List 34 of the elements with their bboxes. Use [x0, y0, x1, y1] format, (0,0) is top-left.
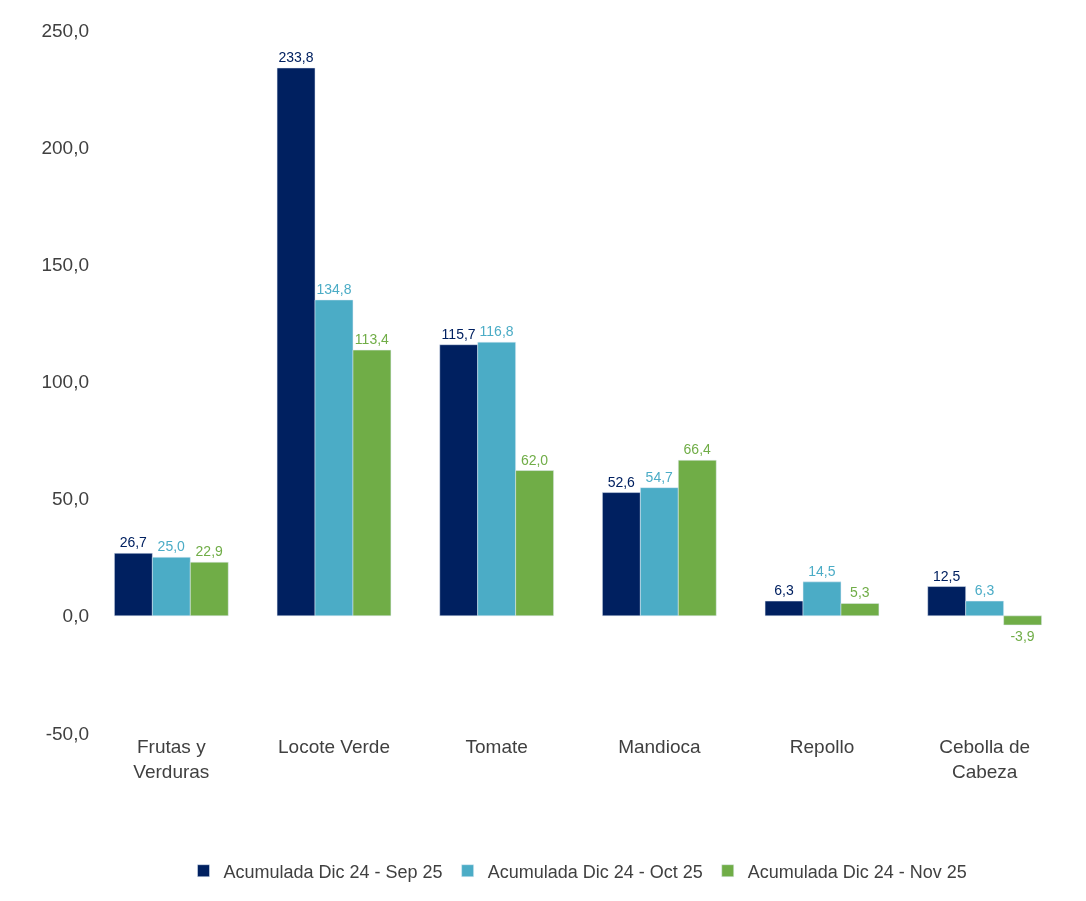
data-label: 22,9: [195, 543, 224, 560]
data-label: 66,4: [683, 441, 712, 458]
legend-label: Acumulada Dic 24 - Sep 25: [223, 861, 443, 882]
data-label: 134,8: [316, 280, 352, 297]
data-label: 25,0: [157, 538, 186, 555]
data-label: 116,8: [479, 323, 514, 340]
data-label: 115,7: [441, 325, 476, 342]
y-tick-label: -50,0: [45, 722, 89, 744]
x-tick-label: Cebolla de Cabeza: [939, 736, 1031, 782]
x-tick-label: Repollo: [789, 736, 855, 757]
y-tick-label: 150,0: [41, 253, 89, 275]
data-label: 113,4: [354, 331, 390, 348]
data-label: 62,0: [520, 451, 549, 468]
data-label: 6,3: [774, 582, 794, 599]
y-tick-label: 0,0: [62, 605, 89, 627]
data-label: -3,9: [1010, 627, 1035, 644]
y-tick-label: 250,0: [41, 19, 89, 41]
data-label: 54,7: [645, 468, 674, 485]
x-tick-label: Mandioca: [618, 736, 701, 757]
x-tick-label: Tomate: [465, 736, 528, 757]
data-label: 12,5: [932, 567, 961, 584]
y-tick-label: 100,0: [41, 371, 89, 393]
legend-label: Acumulada Dic 24 - Oct 25: [487, 861, 703, 882]
data-label: 52,6: [607, 473, 636, 490]
legend-label: Acumulada Dic 24 - Nov 25: [747, 861, 967, 882]
data-label: 6,3: [974, 582, 995, 599]
data-label: 5,3: [850, 584, 870, 601]
y-tick-label: 200,0: [41, 136, 89, 158]
data-label: 26,7: [119, 534, 148, 551]
y-tick-label: 50,0: [52, 488, 89, 510]
data-label: 14,5: [808, 562, 836, 579]
data-label: 233,8: [278, 48, 314, 65]
x-tick-label: Locote Verde: [278, 736, 390, 757]
x-tick-label: Frutas y Verduras: [133, 736, 210, 782]
